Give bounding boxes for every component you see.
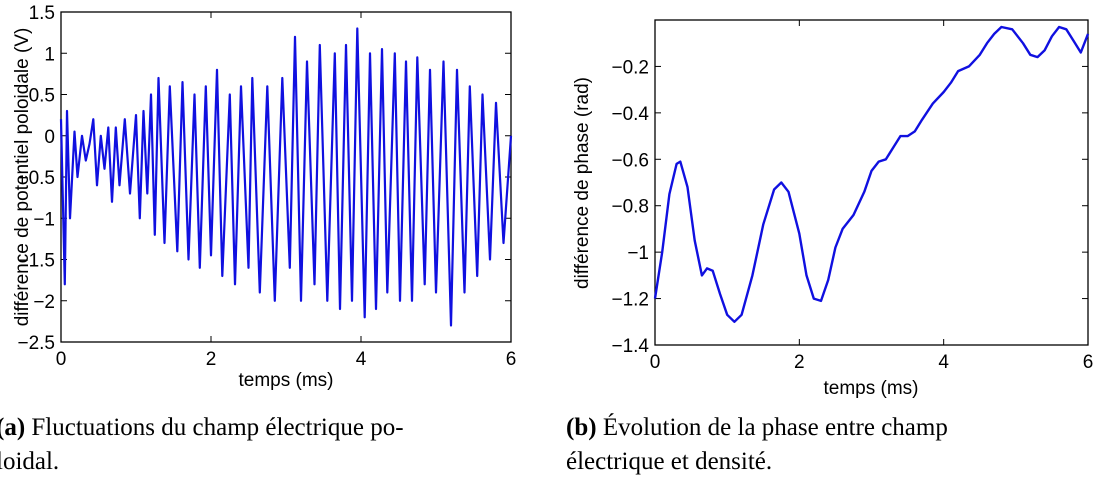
caption-a-text: Fluctuations du champ électrique po- [31, 414, 404, 441]
chart-b-y-tick-label: −1.2 [611, 290, 649, 311]
chart-b-y-tick-label: −1.4 [611, 336, 649, 357]
chart-b-y-tick-label: −0.4 [611, 104, 649, 125]
caption-b-text2: électrique et densité. [566, 448, 773, 475]
chart-a-y-tick-label: −2.5 [17, 333, 55, 354]
chart-b-x-ticks: 0 2 4 6 [650, 20, 1094, 373]
caption-a: (a) Fluctuations du champ électrique po-… [0, 411, 536, 479]
chart-a-xlabel: temps (ms) [239, 370, 334, 391]
chart-b-y-tick-label: −0.6 [611, 150, 649, 171]
chart-a: −2.5 −2 −1.5 −1 −0.5 0 0.5 1 1.5 0 2 4 6 temps (ms)… [12, 3, 516, 391]
caption-b-label: (b) [566, 414, 597, 441]
chart-a-y-tick-label: 1 [44, 44, 55, 65]
chart-a-y-tick-label: −0.5 [17, 168, 55, 189]
chart-a-x-tick-label: 0 [56, 349, 67, 370]
chart-a-y-tick-label: 0.5 [29, 86, 55, 107]
chart-b-frame [654, 19, 1089, 346]
chart-b-series-line [653, 25, 1090, 323]
chart-a-y-tick-label: −1.5 [17, 251, 55, 272]
caption-b-text: Évolution de la phase entre champ [602, 414, 948, 441]
chart-b: −1.4 −1.2 −1 −0.8 −0.6 −0.4 −0.2 0 2 4 6 temps (m… [572, 19, 1094, 399]
chart-a-y-tick-label: −1 [33, 209, 55, 230]
caption-a-label: (a) [0, 414, 26, 441]
chart-a-x-tick-label: 2 [206, 349, 217, 370]
chart-a-series-line [59, 27, 513, 327]
caption-a-text2: loidal. [0, 448, 60, 475]
chart-a-x-ticks: 0 2 4 6 [56, 12, 517, 370]
chart-a-y-tick-label: −2 [33, 292, 55, 313]
chart-a-x-tick-label: 6 [506, 349, 517, 370]
chart-a-y-ticks: −2.5 −2 −1.5 −1 −0.5 0 0.5 1 1.5 [17, 3, 511, 354]
chart-b-xlabel: temps (ms) [824, 378, 919, 399]
chart-b-x-tick-label: 2 [794, 352, 805, 373]
chart-b-ylabel: différence de phase (rad) [572, 77, 593, 289]
chart-b-x-tick-label: 4 [938, 352, 949, 373]
chart-b-x-tick-label: 0 [650, 352, 661, 373]
chart-b-y-tick-label: −0.8 [611, 197, 649, 218]
chart-b-y-ticks: −1.4 −1.2 −1 −0.8 −0.6 −0.4 −0.2 [611, 57, 1088, 357]
chart-b-y-tick-label: −0.2 [611, 57, 649, 78]
chart-a-ylabel: différence de potentiel poloidale (V) [12, 28, 33, 327]
chart-b-x-tick-label: 6 [1083, 352, 1094, 373]
chart-a-x-tick-label: 4 [356, 349, 367, 370]
chart-a-y-tick-label: 0 [44, 127, 55, 148]
chart-b-y-tick-label: −1 [627, 243, 649, 264]
caption-b: (b) Évolution de la phase entre champ él… [566, 411, 1098, 479]
chart-a-y-tick-label: 1.5 [29, 3, 55, 24]
